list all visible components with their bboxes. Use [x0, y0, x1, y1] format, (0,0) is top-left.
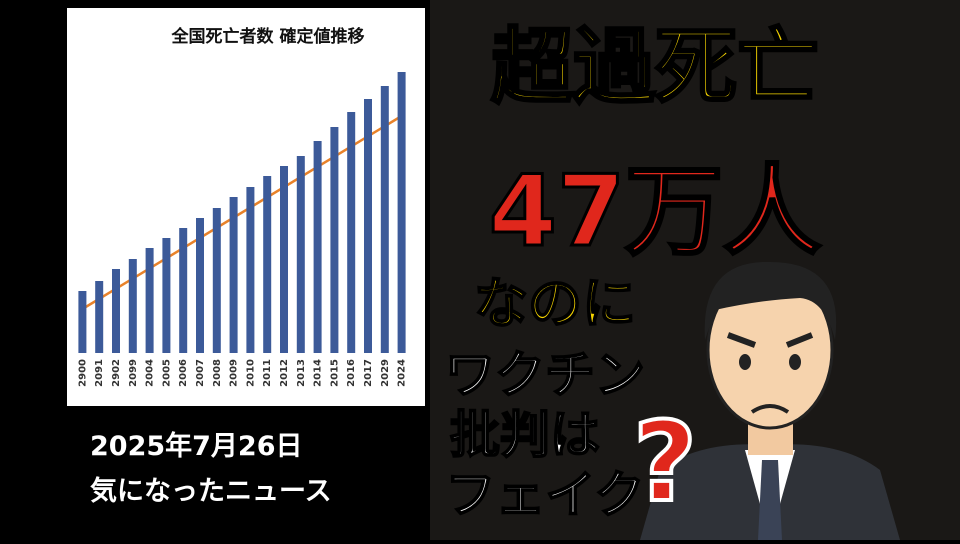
x-tick-label: 2091 [94, 359, 105, 387]
x-tick-label: 2017 [363, 359, 374, 387]
x-tick-label: 2012 [279, 359, 290, 387]
x-tick-label: 2009 [229, 359, 240, 387]
headline-6: フェイク [446, 466, 645, 524]
headline-2: 47万人 [489, 155, 821, 269]
x-tick-label: 2900 [77, 359, 88, 387]
bar [128, 259, 137, 353]
x-tick-label: 2004 [145, 359, 156, 387]
headline-3: なのに [474, 272, 636, 335]
bar [162, 238, 171, 353]
bar [196, 218, 204, 353]
date: 2025年7月26日 [90, 430, 303, 462]
caption: 気になったニュース [90, 475, 332, 507]
x-tick-label: 2010 [245, 359, 256, 387]
x-tick-label: 2008 [212, 359, 223, 387]
headline-1: 超過死亡 [491, 20, 819, 115]
question-mark: ? [633, 398, 697, 526]
bar [380, 86, 389, 353]
bar [364, 99, 372, 353]
x-tick-label: 2005 [161, 359, 172, 387]
bar [280, 166, 288, 353]
x-tick-label: 2902 [111, 359, 122, 387]
bar [313, 141, 322, 353]
bar [229, 197, 238, 353]
bar [78, 291, 87, 353]
x-tick-label: 2016 [346, 359, 357, 387]
bar [347, 112, 356, 353]
bar [263, 176, 272, 353]
man-illustration [640, 261, 900, 540]
bar [330, 127, 339, 353]
bar [145, 248, 154, 353]
x-tick-label: 2024 [397, 359, 408, 387]
bar [397, 72, 406, 353]
x-tick-label: 2006 [178, 359, 189, 387]
x-tick-label: 2099 [128, 359, 139, 387]
bar [246, 187, 255, 353]
x-tick-label: 2013 [296, 359, 307, 387]
x-tick-label: 2029 [380, 359, 391, 387]
headline-4: ワクチン [445, 346, 645, 404]
bar [95, 281, 104, 353]
bar [212, 208, 221, 353]
headline-5: 批判は [450, 406, 600, 464]
x-tick-label: 2015 [329, 359, 340, 387]
right-panel [430, 0, 960, 540]
x-tick-label: 2014 [313, 359, 324, 387]
bar [112, 269, 120, 353]
x-tick-label: 2007 [195, 359, 206, 387]
bar [179, 228, 188, 353]
bar [296, 156, 305, 353]
x-tick-label: 2011 [262, 359, 273, 387]
chart-title: 全国死亡者数 確定値推移 [171, 26, 365, 47]
